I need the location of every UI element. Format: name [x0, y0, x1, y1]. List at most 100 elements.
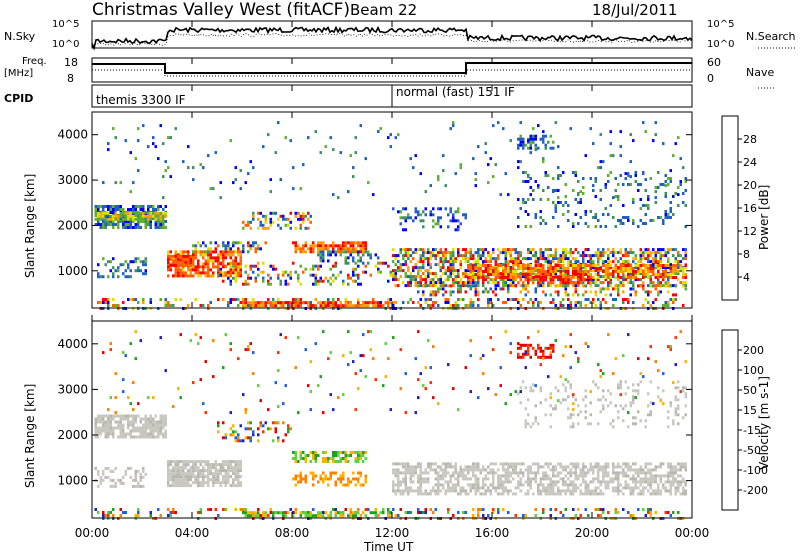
power-cell: [524, 284, 527, 288]
power-cell: [519, 275, 522, 279]
velocity-cell: [599, 514, 602, 517]
power-cell: [479, 269, 482, 273]
power-cell: [624, 298, 627, 301]
power-cell: [629, 272, 632, 276]
power-cell: [474, 263, 477, 267]
power-cell: [232, 276, 235, 280]
power-cell: [379, 127, 382, 131]
power-cell: [332, 244, 335, 248]
velocity-cell: [582, 474, 585, 478]
power-cell: [637, 284, 640, 288]
power-cell: [332, 241, 335, 245]
velocity-cell: [539, 480, 542, 484]
power-cell: [432, 251, 435, 255]
velocity-cell: [682, 462, 685, 466]
power-cell: [622, 222, 625, 225]
power-cell: [579, 267, 582, 270]
power-cell: [292, 304, 295, 308]
power-cell: [109, 260, 112, 264]
power-cell: [552, 260, 555, 264]
power-cell: [222, 256, 225, 260]
power-cell: [102, 298, 105, 301]
power-cell: [357, 241, 360, 245]
velocity-cell: [357, 454, 360, 457]
velocity-cell: [239, 466, 242, 470]
power-cell: [517, 267, 520, 270]
power-cell: [467, 278, 470, 282]
power-cell: [584, 298, 587, 301]
power-cell: [142, 124, 145, 128]
power-cell: [669, 201, 672, 204]
power-cell: [649, 267, 652, 270]
power-cell: [347, 273, 350, 277]
power-cell: [222, 244, 225, 248]
power-cell: [622, 254, 625, 258]
velocity-cell: [207, 508, 210, 511]
power-cell: [204, 253, 207, 257]
power-cell: [127, 298, 130, 301]
velocity-cell: [172, 478, 175, 482]
velocity-cell: [119, 417, 122, 421]
velocity-cell: [594, 465, 597, 469]
velocity-cell: [587, 468, 590, 472]
power-cell: [432, 207, 435, 211]
power-cell: [542, 281, 545, 285]
velocity-cell: [204, 460, 207, 464]
power-cell: [294, 241, 297, 245]
velocity-cell: [614, 486, 617, 490]
power-cell: [552, 270, 555, 273]
velocity-cell: [519, 471, 522, 475]
power-cell: [574, 264, 577, 267]
power-cell: [292, 301, 295, 305]
velocity-cell: [399, 471, 402, 475]
power-cell: [217, 259, 220, 263]
power-cell: [649, 290, 652, 294]
velocity-cell: [164, 414, 167, 418]
velocity-cell: [537, 489, 540, 493]
power-cell: [527, 140, 530, 144]
velocity-cell: [314, 460, 317, 463]
power-cell: [597, 254, 600, 258]
velocity-cell: [402, 462, 405, 466]
velocity-cell: [327, 477, 330, 481]
power-cell: [462, 257, 465, 261]
power-cell: [542, 257, 545, 261]
power-cell: [629, 264, 632, 267]
velocity-cell: [357, 508, 360, 511]
power-cell: [639, 207, 642, 210]
power-cell: [219, 250, 222, 254]
velocity-cell: [252, 511, 255, 515]
power-cell: [217, 271, 220, 275]
power-cell: [622, 301, 625, 304]
velocity-cell: [112, 478, 115, 482]
power-cell: [107, 220, 110, 223]
power-cell: [542, 275, 545, 279]
power-cell: [669, 216, 672, 219]
velocity-cell: [602, 468, 605, 472]
power-cell: [172, 263, 175, 267]
power-cell: [402, 301, 405, 304]
power-cell: [229, 301, 232, 304]
power-cell: [584, 273, 587, 276]
velocity-cell: [679, 492, 682, 496]
power-cell: [584, 267, 587, 270]
velocity-cell: [482, 514, 485, 517]
power-cell: [644, 222, 647, 225]
power-cell: [99, 301, 102, 304]
velocity-cell: [419, 492, 422, 496]
velocity-cell: [229, 466, 232, 470]
velocity-cell: [334, 471, 337, 475]
power-cell: [514, 298, 517, 301]
power-cell: [612, 298, 615, 301]
power-cell: [617, 198, 620, 201]
power-cell: [602, 251, 605, 255]
power-cell: [542, 137, 545, 141]
power-cell: [232, 271, 235, 275]
power-cell: [252, 214, 255, 218]
power-cell: [362, 261, 365, 265]
power-cell: [242, 244, 245, 248]
velocity-cell: [354, 477, 357, 481]
velocity-cell: [199, 481, 202, 485]
power-cell: [627, 216, 630, 219]
velocity-cell: [639, 465, 642, 469]
